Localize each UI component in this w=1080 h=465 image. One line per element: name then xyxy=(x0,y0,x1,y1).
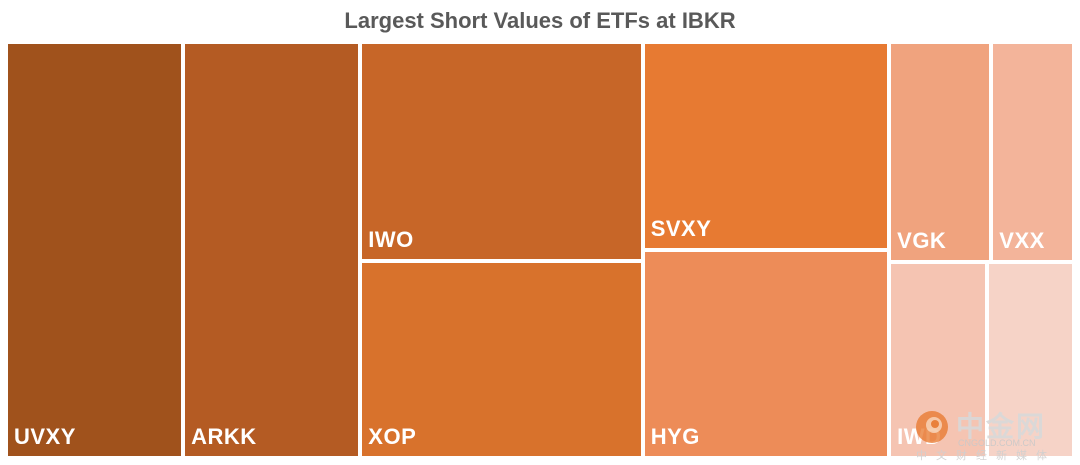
tile-label-iwo: IWO xyxy=(368,227,414,253)
tile-label-vgk: VGK xyxy=(897,227,947,253)
tile-label-svxy: SVXY xyxy=(650,216,712,241)
tile-label-arkk: ARKK xyxy=(191,424,257,449)
watermark-brand: 中金网 xyxy=(956,410,1047,443)
tile-hyg: HYG xyxy=(642,250,890,458)
tile-iwo: IWO xyxy=(360,42,643,262)
tile-uvxy: UVXY xyxy=(6,42,184,458)
watermark-tagline: 中文财经新媒体 xyxy=(916,449,1056,462)
tile-arkk: ARKK xyxy=(183,42,361,458)
cngold-watermark: 中金网 CNGOLD.COM.CN 中文财经新媒体 xyxy=(912,401,1072,462)
tile-vgk: VGK xyxy=(889,42,992,262)
tile-label-vxx: VXX xyxy=(999,227,1045,253)
tile-label-hyg: HYG xyxy=(650,424,700,449)
tile-unlabeled xyxy=(987,261,1074,458)
tile-vxx: VXX xyxy=(991,42,1074,262)
tile-label-uvxy: UVXY xyxy=(14,424,76,449)
chart-title: Largest Short Values of ETFs at IBKR xyxy=(344,8,736,33)
treemap: UVXYARKKIWOXOPSVXYHYGVGKVXXIWD xyxy=(6,42,1074,458)
tile-xop: XOP xyxy=(360,261,643,458)
cngold-logo-icon xyxy=(916,411,948,443)
tile-label-xop: XOP xyxy=(368,423,417,449)
watermark-url: CNGOLD.COM.CN xyxy=(958,438,1036,448)
tile-svxy: SVXY xyxy=(642,42,890,250)
